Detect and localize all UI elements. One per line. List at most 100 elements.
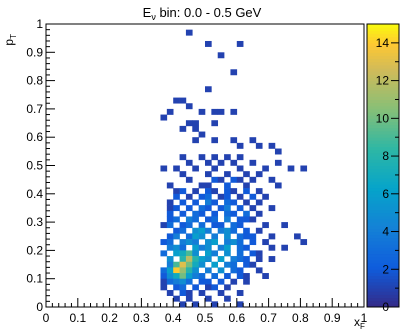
color-scale-segment: [367, 49, 399, 53]
heatmap-cell: [179, 171, 187, 178]
heatmap-cell: [179, 222, 187, 229]
heatmap-cell: [243, 216, 250, 223]
heatmap-cell: [166, 108, 174, 115]
color-scale-segment: [367, 234, 399, 239]
y-tick-label: 0.4: [26, 187, 43, 201]
heatmap-cell: [224, 193, 231, 200]
y-tick-label: 0.9: [26, 45, 43, 59]
heatmap-cell: [166, 199, 174, 206]
heatmap-cell: [211, 239, 219, 246]
heatmap-cell: [224, 205, 231, 212]
y-tick-label: 0.7: [26, 102, 43, 116]
heatmap-cell: [166, 267, 174, 274]
color-scale-segment: [367, 181, 399, 185]
heatmap-cell: [179, 290, 187, 296]
color-scale-segment: [367, 231, 399, 236]
x-tick-label: 1: [361, 311, 368, 325]
color-scale-segment: [367, 281, 399, 286]
heatmap-cell: [217, 267, 225, 274]
heatmap-cell: [255, 171, 263, 178]
heatmap-cell: [243, 199, 250, 206]
color-scale-segment: [367, 108, 399, 113]
heatmap-cell: [160, 222, 168, 229]
color-scale-segment: [367, 294, 399, 299]
heatmap-cell: [173, 244, 180, 251]
heatmap-cell: [173, 227, 180, 234]
heatmap-cell: [192, 210, 199, 217]
color-scale-segment: [367, 171, 399, 176]
color-scale-segment: [367, 206, 399, 211]
heatmap-cell: [185, 261, 193, 268]
heatmap-cell: [236, 290, 244, 296]
x-tick-label: 0.4: [165, 311, 182, 325]
heatmap-cell: [230, 210, 238, 217]
heatmap-cell: [230, 108, 238, 115]
heatmap-cell: [236, 205, 244, 212]
heatmap-cell: [198, 256, 206, 263]
heatmap-cell: [274, 148, 282, 155]
color-scale-segment: [367, 275, 399, 280]
heatmap-cell: [211, 137, 219, 144]
heatmap-cell: [205, 295, 212, 302]
heatmap-cell: [205, 250, 212, 257]
heatmap-cell: [217, 244, 225, 251]
heatmap-cell: [217, 176, 225, 183]
heatmap-cell: [192, 284, 199, 291]
heatmap-cell: [230, 176, 238, 183]
title-sub: ν: [151, 12, 156, 22]
xlabel-sub: F: [360, 322, 365, 331]
heatmap-cell: [205, 239, 212, 246]
y-tick-label: 0.6: [26, 130, 43, 144]
x-tick-label: 0.6: [228, 311, 245, 325]
heatmap-cell: [173, 273, 180, 279]
color-scale-segment: [367, 297, 399, 302]
heatmap-cell: [179, 125, 187, 132]
heatmap-cell: [224, 182, 231, 189]
heatmap-cell: [224, 250, 231, 257]
heatmap-cell: [198, 222, 206, 229]
heatmap-cell: [160, 239, 168, 246]
color-scale-segment: [367, 143, 399, 148]
heatmap-cell: [192, 125, 199, 132]
title-rest: bin: 0.0 - 0.5 GeV: [156, 5, 262, 20]
heatmap-cell: [166, 210, 174, 217]
heatmap-cell: [166, 261, 174, 268]
heatmap-cell: [198, 278, 206, 285]
color-scale-segment: [367, 262, 399, 267]
heatmap-cell: [287, 165, 295, 172]
heatmap-cell: [185, 29, 193, 36]
heatmap-cell: [230, 261, 238, 268]
color-scale-segment: [367, 266, 399, 270]
heatmap-cell: [249, 216, 257, 223]
color-scale-tick-label: 10: [376, 111, 390, 125]
heatmap-cell: [192, 250, 199, 257]
heatmap-cell: [224, 239, 231, 246]
heatmap-cell: [224, 273, 231, 279]
color-scale-segment: [367, 134, 399, 138]
heatmap-cell: [243, 278, 250, 285]
heatmap-cell: [211, 210, 219, 217]
heatmap-cell: [230, 239, 238, 246]
color-scale-segment: [367, 68, 399, 72]
heatmap-cell: [262, 222, 269, 229]
color-scale-segment: [367, 253, 399, 258]
x-tick-label: 0: [43, 311, 50, 325]
heatmap-cell: [185, 120, 193, 127]
heatmap-cell: [211, 108, 219, 115]
color-scale-tick-label: 6: [382, 187, 389, 201]
color-scale-segment: [367, 278, 399, 283]
heatmap-cell: [166, 222, 174, 229]
heatmap-cell: [205, 199, 212, 206]
heatmap-cell: [205, 40, 212, 47]
color-scale-tick-label: 0: [382, 300, 389, 314]
heatmap-cell: [173, 188, 180, 195]
heatmap-cell: [300, 165, 308, 172]
heatmap-cell: [224, 233, 231, 240]
heatmap-cell: [268, 205, 276, 212]
heatmap-cell: [205, 284, 212, 291]
heatmap-cell: [185, 278, 193, 285]
heatmap-cell: [243, 210, 250, 217]
heatmap-cell: [236, 239, 244, 246]
heatmap-cell: [224, 216, 231, 223]
heatmap-cell: [230, 256, 238, 263]
